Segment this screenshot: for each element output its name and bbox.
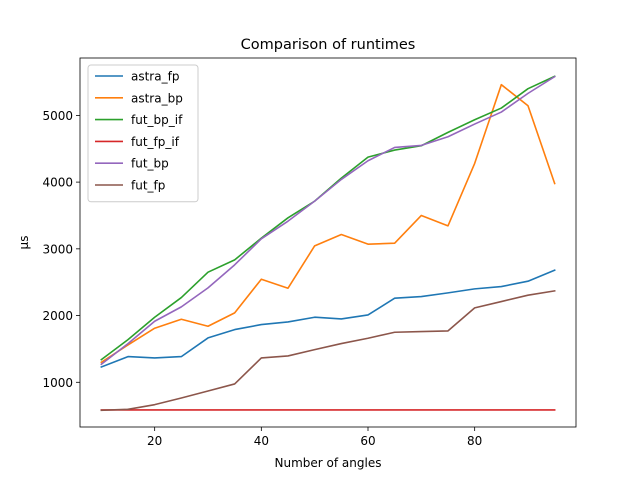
legend-box — [87, 64, 199, 203]
series-line-fut_fp — [100, 289, 556, 412]
y-tick-label: 4000 — [42, 176, 73, 190]
x-axis-label: Number of angles — [275, 456, 382, 470]
y-tick-label: 5000 — [42, 109, 73, 123]
series-line-astra_bp — [100, 83, 556, 364]
legend-label-astra_fp: astra_fp — [131, 70, 179, 84]
legend-label-fut_bp_if: fut_bp_if — [131, 113, 183, 127]
y-tick-label: 3000 — [42, 242, 73, 256]
y-axis-label: μs — [17, 236, 31, 250]
plot-area — [100, 75, 556, 412]
x-tick-label: 80 — [467, 434, 482, 448]
legend-label-fut_fp_if: fut_fp_if — [131, 135, 180, 149]
x-tick-label: 40 — [254, 434, 269, 448]
y-tick-label: 1000 — [42, 376, 73, 390]
series-line-fut_bp — [100, 75, 556, 366]
axis-ticks: 20 40 60 80 1000 2000 3000 4000 5000 — [42, 109, 482, 448]
series-line-astra_fp — [100, 269, 556, 368]
x-tick-label: 60 — [360, 434, 375, 448]
legend-label-fut_bp: fut_bp — [131, 157, 169, 171]
y-tick-label: 2000 — [42, 309, 73, 323]
legend-label-astra_bp: astra_bp — [131, 91, 183, 105]
axes-frame — [79, 57, 577, 428]
legend: astra_fp astra_bp fut_bp_if fut_fp_if fut_bp… — [87, 64, 199, 203]
legend-label-fut_fp: fut_fp — [131, 179, 165, 193]
x-tick-label: 20 — [147, 434, 162, 448]
chart-title: Comparison of runtimes — [241, 37, 416, 53]
